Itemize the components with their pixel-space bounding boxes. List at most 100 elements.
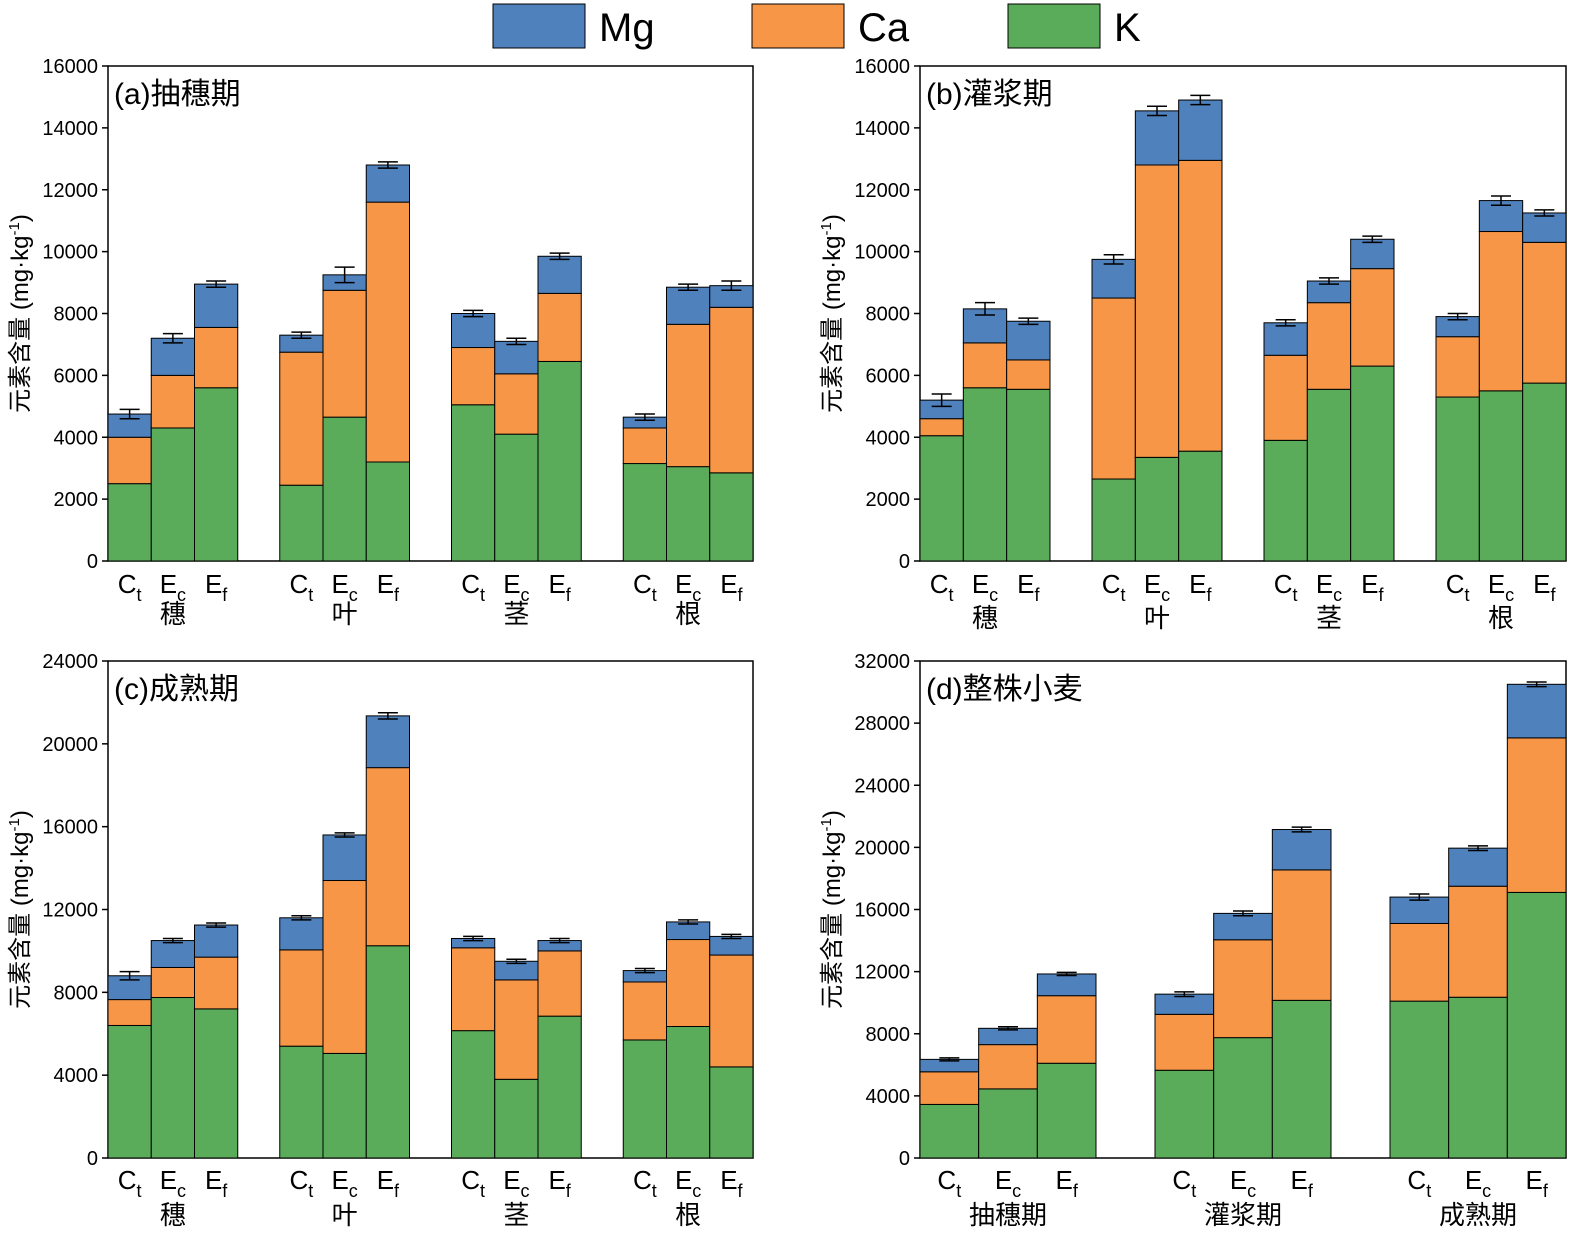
- bar-segment-k: [107, 483, 152, 562]
- panel-title: (c)成熟期: [114, 673, 239, 706]
- bar-segment-ca: [107, 999, 152, 1026]
- bar-segment-k: [150, 427, 195, 562]
- x-tick-label-sub: f: [1034, 585, 1040, 605]
- y-tick-label: 12000: [42, 900, 98, 922]
- x-tick-label-sub: t: [480, 585, 485, 605]
- x-tick-label-sub: t: [308, 1181, 313, 1201]
- bar-segment-ca: [537, 950, 582, 1017]
- bar-segment-mg: [322, 834, 367, 882]
- panel-1: 0 2000 4000 6000 8000 10000 12000 14000 16000 元素含…: [818, 56, 1567, 633]
- x-tick-label: Ef: [1361, 569, 1384, 605]
- x-tick-label-sub: c: [989, 585, 998, 605]
- group-label: 抽穗期: [969, 1200, 1047, 1230]
- x-tick-label-sub: t: [1293, 585, 1298, 605]
- bar-segment-k: [1478, 390, 1524, 562]
- bar-segment-mg: [1263, 322, 1308, 356]
- bar-segment-k: [365, 945, 410, 1159]
- bar-segment-ca: [150, 966, 195, 999]
- x-tick-label: Ct: [1102, 569, 1126, 605]
- x-tick-label: Ct: [118, 1165, 142, 1201]
- y-tick-label: 10000: [854, 242, 910, 264]
- bar-segment-mg: [494, 340, 539, 375]
- bar-segment-k: [194, 1008, 239, 1159]
- bar-segment-ca: [1006, 359, 1051, 390]
- x-tick-label: Ec: [331, 1165, 357, 1201]
- bar-segment-ca: [1213, 939, 1273, 1039]
- y-tick-label: 8000: [54, 304, 99, 326]
- bar-segment-k: [919, 1103, 980, 1159]
- bar-segment-k: [622, 1039, 667, 1159]
- bar-segment-k: [666, 466, 711, 562]
- x-tick-label: Ct: [633, 569, 657, 605]
- group-label: 叶: [332, 1200, 358, 1230]
- bar-segment-k: [1091, 478, 1136, 562]
- y-axis-label: 元素含量 (mg·kg-1): [6, 810, 34, 1009]
- bar-segment-mg: [365, 715, 410, 769]
- bar-segment-mg: [1522, 212, 1567, 243]
- x-tick-label-sub: c: [521, 1181, 530, 1201]
- bar-segment-ca: [194, 956, 239, 1010]
- bar-segment-ca: [1154, 1013, 1215, 1071]
- y-tick-label: 16000: [854, 56, 910, 78]
- group-label: 穗: [160, 599, 186, 629]
- x-tick-label-sub: t: [137, 1181, 142, 1201]
- x-tick-label: Ef: [1533, 569, 1556, 605]
- x-tick-label: Ef: [1017, 569, 1040, 605]
- bar-segment-mg: [666, 286, 711, 325]
- panel-0: 0 2000 4000 6000 8000 10000 12000 14000 16000 元素含…: [6, 56, 754, 629]
- bar-segment-ca: [365, 201, 410, 463]
- bar-segment-k: [451, 404, 496, 562]
- x-tick-label-sub: c: [1247, 1181, 1256, 1201]
- x-tick-label: Ct: [289, 1165, 313, 1201]
- x-tick-label-sub: f: [394, 585, 400, 605]
- x-tick-label: Ec: [1230, 1165, 1256, 1201]
- x-tick-label: Ec: [1465, 1165, 1491, 1201]
- x-tick-label-sub: f: [738, 1181, 744, 1201]
- bar-segment-ca: [1306, 302, 1352, 390]
- x-tick-label: Ct: [461, 569, 485, 605]
- bar-segment-k: [1448, 996, 1508, 1159]
- bar-segment-ca: [537, 292, 582, 362]
- bar-segment-k: [194, 387, 239, 562]
- bar-segment-k: [962, 387, 1008, 562]
- bar-segment-ca: [666, 323, 711, 468]
- x-tick-label: Ec: [1316, 569, 1342, 605]
- bar-segment-k: [978, 1088, 1038, 1159]
- y-tick-label: 0: [87, 551, 98, 573]
- bar-segment-k: [1134, 456, 1180, 562]
- group-label: 成熟期: [1439, 1200, 1517, 1230]
- bar-segment-k: [1522, 382, 1567, 562]
- y-axis-label-close: ): [7, 214, 34, 222]
- y-tick-label: 4000: [866, 427, 911, 449]
- x-tick-label: Ec: [675, 1165, 701, 1201]
- bar-segment-k: [1178, 450, 1223, 562]
- y-tick-label: 0: [87, 1148, 98, 1170]
- panel-title: (d)整株小麦: [926, 673, 1083, 706]
- bar-segment-ca: [1350, 268, 1395, 367]
- group-label: 根: [675, 599, 701, 629]
- y-tick-label: 20000: [854, 837, 910, 859]
- bar-segment-ca: [494, 373, 539, 435]
- group-label: 穗: [972, 603, 998, 633]
- bar-segment-ca: [1448, 885, 1508, 998]
- panel-title: (a)抽穗期: [114, 78, 241, 111]
- y-tick-label: 2000: [54, 489, 99, 511]
- y-tick-label: 8000: [54, 982, 99, 1004]
- y-tick-label: 6000: [866, 365, 911, 387]
- bar-segment-ca: [1134, 164, 1180, 458]
- legend-label-ca: Ca: [858, 6, 910, 50]
- bar-segment-mg: [1134, 110, 1180, 166]
- y-tick-label: 8000: [866, 1024, 911, 1046]
- bar-segment-mg: [194, 924, 239, 958]
- x-tick-label: Ef: [1525, 1165, 1548, 1201]
- x-tick-label-sub: c: [177, 1181, 186, 1201]
- x-tick-label: Ec: [995, 1165, 1021, 1201]
- bar-segment-ca: [622, 427, 667, 465]
- x-tick-label: Ef: [720, 1165, 743, 1201]
- x-tick-label-sub: c: [692, 585, 701, 605]
- bar-segment-mg: [279, 917, 324, 951]
- x-tick-label-sub: f: [738, 585, 744, 605]
- panel-3: 0 4000 8000 12000 16000 20000 24000 28000 32000 元…: [818, 651, 1567, 1230]
- x-tick-label-sub: f: [222, 585, 228, 605]
- x-tick-label: Ec: [503, 1165, 529, 1201]
